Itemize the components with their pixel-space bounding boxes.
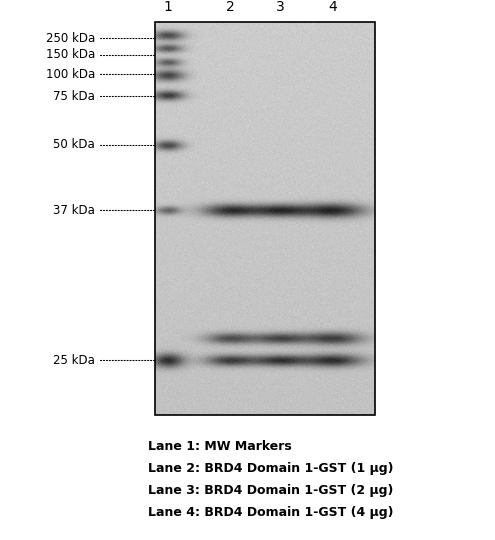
Text: 1: 1: [163, 0, 172, 14]
Text: 150 kDa: 150 kDa: [46, 49, 95, 62]
Text: 2: 2: [226, 0, 234, 14]
Text: 37 kDa: 37 kDa: [53, 204, 95, 217]
Bar: [155, 22, 375, 415]
Text: 75 kDa: 75 kDa: [53, 90, 95, 103]
Text: Lane 1: MW Markers: Lane 1: MW Markers: [148, 440, 292, 453]
Text: 3: 3: [276, 0, 284, 14]
Text: 50 kDa: 50 kDa: [53, 138, 95, 152]
Text: 25 kDa: 25 kDa: [53, 354, 95, 367]
Text: Lane 4: BRD4 Domain 1-GST (4 μg): Lane 4: BRD4 Domain 1-GST (4 μg): [148, 506, 394, 519]
Text: 250 kDa: 250 kDa: [46, 31, 95, 44]
Text: 4: 4: [329, 0, 338, 14]
Text: Lane 3: BRD4 Domain 1-GST (2 μg): Lane 3: BRD4 Domain 1-GST (2 μg): [148, 484, 394, 497]
Text: Lane 2: BRD4 Domain 1-GST (1 μg): Lane 2: BRD4 Domain 1-GST (1 μg): [148, 462, 394, 475]
Text: 100 kDa: 100 kDa: [46, 68, 95, 80]
